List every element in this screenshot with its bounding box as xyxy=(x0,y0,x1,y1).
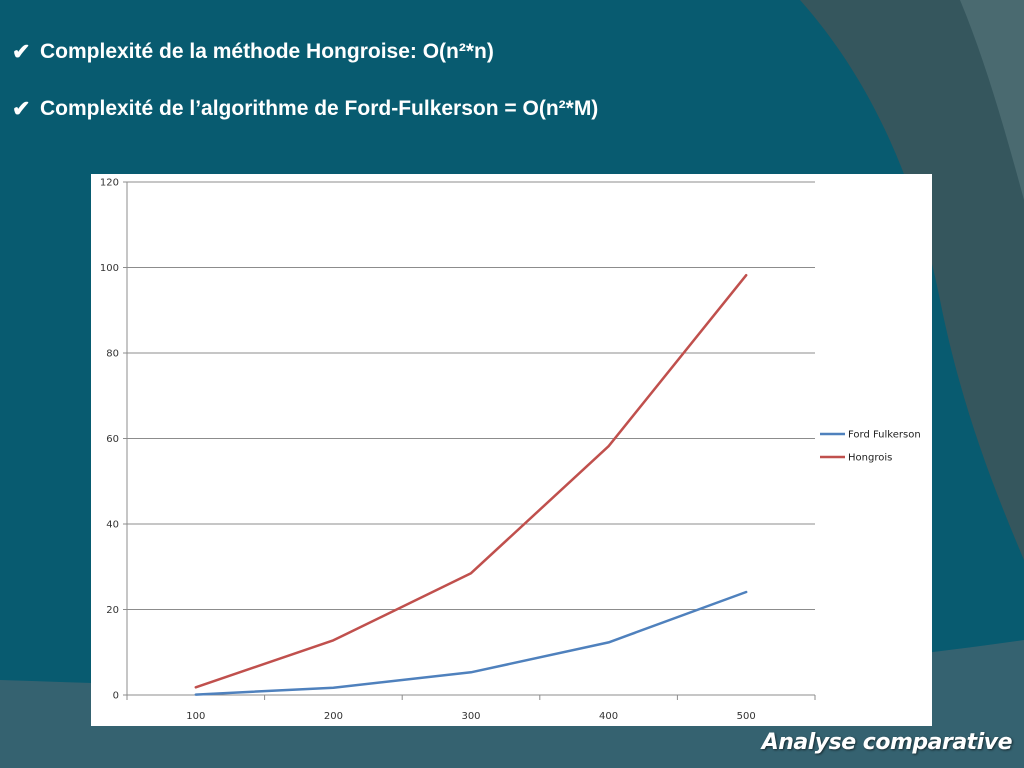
x-tick-label: 300 xyxy=(461,711,480,722)
legend-label: Ford Fulkerson xyxy=(848,430,921,441)
slide-footer-title: Analyse comparative xyxy=(761,730,1013,755)
chart-gridlines xyxy=(127,181,815,610)
checkmark-icon: ✔ xyxy=(12,96,31,121)
y-tick-label: 60 xyxy=(106,434,119,445)
y-tick-label: 40 xyxy=(106,520,119,531)
y-tick-label: 100 xyxy=(100,263,119,274)
bullet-hungarian-complexity: ✔ Complexité de la méthode Hongroise: O(… xyxy=(12,39,494,65)
chart-series xyxy=(194,273,748,696)
bullet-text: Complexité de la méthode Hongroise: O(n²… xyxy=(40,40,494,63)
y-tick-label: 20 xyxy=(106,605,119,616)
bullet-ford-fulkerson-complexity: ✔ Complexité de l’algorithme de Ford-Ful… xyxy=(12,96,598,122)
legend-label: Hongrois xyxy=(848,453,892,464)
chart-panel: 0 20 40 60 80 100 120 100 200 300 400 500 Ford Fulk… xyxy=(91,174,932,726)
x-tick-label: 200 xyxy=(324,711,343,722)
x-tick-label: 100 xyxy=(186,711,205,722)
x-tick-label: 400 xyxy=(599,711,618,722)
checkmark-icon: ✔ xyxy=(12,39,31,64)
chart-legend: Ford Fulkerson Hongrois xyxy=(820,430,921,464)
bullet-text: Complexité de l’algorithme de Ford-Fulke… xyxy=(40,97,599,120)
series-line-ford-fulkerson xyxy=(194,590,748,696)
x-tick-label: 500 xyxy=(737,711,756,722)
line-chart: 0 20 40 60 80 100 120 100 200 300 400 500 Ford Fulk… xyxy=(100,178,921,723)
series-line-hongrois xyxy=(194,273,748,689)
y-tick-label: 0 xyxy=(113,691,119,702)
y-tick-label: 120 xyxy=(100,178,119,189)
y-tick-label: 80 xyxy=(106,349,119,360)
chart-axes: 0 20 40 60 80 100 120 100 200 300 400 500 xyxy=(100,178,816,722)
